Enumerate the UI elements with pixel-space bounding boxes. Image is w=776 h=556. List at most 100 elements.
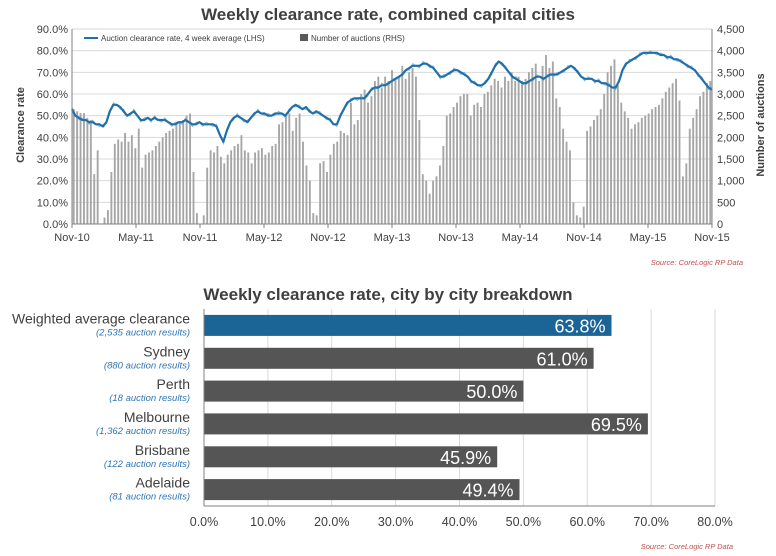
chart1-auction-bar xyxy=(322,161,325,224)
chart1-auction-bar xyxy=(202,215,205,224)
chart1-auction-bar xyxy=(168,130,171,224)
chart1-auction-bar xyxy=(291,130,294,224)
chart1-auction-bar xyxy=(616,85,619,224)
chart2-value-label: 49.4% xyxy=(462,481,513,501)
chart1-xtick-label: Nov-11 xyxy=(183,232,218,244)
chart1-auction-bar xyxy=(541,65,544,224)
chart1-auction-bar xyxy=(230,150,233,224)
chart1-auction-bar xyxy=(456,102,458,224)
chart2-value-label: 61.0% xyxy=(537,349,588,369)
chart1-auction-bar xyxy=(349,102,352,224)
chart2-source: Source: CoreLogic RP Data xyxy=(641,542,733,551)
chart1-auction-bar xyxy=(545,55,547,224)
chart1-xtick-label: Nov-15 xyxy=(694,232,729,244)
chart1-auction-bar xyxy=(281,122,284,224)
chart2-category-sublabel: (122 auction results) xyxy=(104,459,190,470)
chart1-ytick-right: 4,500 xyxy=(717,24,745,36)
chart1-auction-bar xyxy=(699,96,701,224)
chart1-ytick-left: 50.0% xyxy=(37,111,68,123)
chart1-auction-bar xyxy=(466,94,469,224)
chart1-auction-bar xyxy=(86,117,89,224)
chart2-bar-adelaide xyxy=(204,479,520,501)
chart1-auction-bar xyxy=(678,100,681,224)
legend-clearance-label: Auction clearance rate, 4 week average (… xyxy=(101,34,265,43)
chart2-city-bars: 63.8% 61.0% 50.0% 69.5% 45.9% 49.4% xyxy=(204,314,648,501)
chart2-category-sublabel: (1,362 auction results) xyxy=(96,426,190,437)
chart2-bar-brisbane xyxy=(204,446,498,468)
chart1-auction-bar xyxy=(250,163,253,224)
chart1-auction-bar xyxy=(89,120,92,224)
chart1-ytick-right: 1,000 xyxy=(717,176,745,188)
chart1-auction-bar xyxy=(182,120,185,224)
chart1-auction-bar xyxy=(599,109,602,224)
chart1-auction-bar xyxy=(76,111,79,224)
chart1-auction-bar xyxy=(110,172,113,224)
chart1-auction-bars xyxy=(72,55,712,224)
chart1-ytick-left: 80.0% xyxy=(37,46,68,58)
chart1-auction-bar xyxy=(486,91,489,224)
chart1-clearance-line xyxy=(71,50,713,146)
chart1-ytick-left: 20.0% xyxy=(37,176,68,188)
chart1-auction-bar xyxy=(675,78,677,224)
chart1-auction-bar xyxy=(562,128,565,224)
chart1-auction-bar xyxy=(654,107,657,224)
chart1-auction-bar xyxy=(589,126,592,224)
chart1-auction-bar xyxy=(195,213,198,224)
chart1-auction-bar xyxy=(373,81,376,224)
chart1-auction-bar xyxy=(387,81,390,224)
chart1-xtick-label: Nov-13 xyxy=(438,232,473,244)
chart1-auction-bar xyxy=(213,152,215,224)
chart2-xtick-label: 80.0% xyxy=(697,515,732,529)
chart1-auction-bar xyxy=(493,78,496,224)
chart1-ytick-right: 2,000 xyxy=(717,132,745,144)
chart1-ytick-right: 3,000 xyxy=(717,89,745,101)
chart1-auction-bar xyxy=(339,130,342,224)
chart2-category-labels: Weighted average clearance(2,535 auction… xyxy=(12,310,190,502)
chart2-xtick-label: 10.0% xyxy=(250,515,285,529)
chart1-auction-bar xyxy=(658,104,660,224)
chart1-auction-bar xyxy=(117,139,120,224)
chart2-bar-sydney xyxy=(204,347,594,369)
chart1-auction-bar xyxy=(233,146,236,224)
chart2-category-sublabel: (18 auction results) xyxy=(109,393,190,404)
chart2-bar-perth xyxy=(204,380,524,402)
chart1-auction-bar xyxy=(497,81,500,224)
chart1-xtick-label: Nov-12 xyxy=(310,232,345,244)
chart1-auction-bar xyxy=(254,152,257,224)
chart2-gridlines xyxy=(267,309,716,506)
chart1-auction-bar xyxy=(370,96,373,224)
chart1-auction-bar xyxy=(709,81,712,224)
chart1-auction-bar xyxy=(134,148,137,224)
chart2-value-label: 50.0% xyxy=(466,382,517,402)
chart1-auction-bar xyxy=(278,124,280,224)
chart1-ytick-left: 30.0% xyxy=(37,154,68,166)
chart1-auction-bar xyxy=(575,215,578,224)
chart2-xtick-label: 50.0% xyxy=(506,515,541,529)
chart2-value-label: 45.9% xyxy=(440,448,491,468)
chart1-xtick-label: Nov-10 xyxy=(54,232,89,244)
chart1-auction-bar xyxy=(668,87,671,224)
chart1-auction-bar xyxy=(473,104,476,224)
chart1-auction-bar xyxy=(113,143,116,224)
chart1-auction-bar xyxy=(172,128,174,224)
chart1-ytick-right: 4,000 xyxy=(717,46,745,58)
chart1-auction-bar xyxy=(120,141,123,224)
chart1-auction-bar xyxy=(640,117,643,224)
chart2-value-label: 69.5% xyxy=(591,415,642,435)
chart1-auction-bar xyxy=(610,65,612,224)
chart1-auction-bar xyxy=(558,107,561,224)
legend-bar-swatch xyxy=(300,34,308,41)
chart1-xtick-label: May-15 xyxy=(630,232,667,244)
chart1-auction-bar xyxy=(271,146,274,224)
chart1-auction-bar xyxy=(243,150,246,224)
chart1-auction-bar xyxy=(521,81,523,224)
chart2-xtick-label: 0.0% xyxy=(190,515,219,529)
chart1-auction-bar xyxy=(531,68,534,224)
chart1-auction-bar xyxy=(305,165,308,224)
chart1-auction-bar xyxy=(504,76,506,224)
chart2-category-label: Brisbane xyxy=(135,442,190,458)
chart1-auction-bar xyxy=(476,102,479,224)
chart1-ytick-left: 70.0% xyxy=(37,67,68,79)
chart1-auction-bar xyxy=(72,109,75,224)
chart1-legend: Auction clearance rate, 4 week average (… xyxy=(84,34,405,43)
